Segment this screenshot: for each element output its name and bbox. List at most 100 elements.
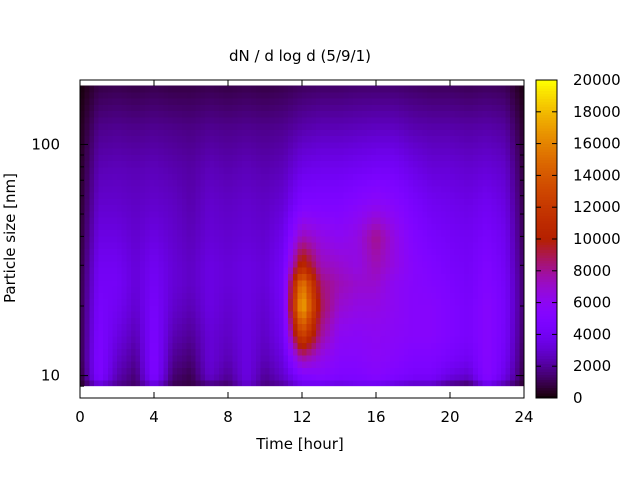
heatmap-cell <box>468 166 474 174</box>
heatmap-cell <box>135 173 141 181</box>
heatmap-cell <box>186 361 192 368</box>
heatmap-cell <box>107 229 113 237</box>
heatmap-cell <box>505 367 511 375</box>
colorbar-segment <box>536 268 557 272</box>
heatmap-cell <box>413 191 419 199</box>
heatmap-cell <box>514 229 520 237</box>
heatmap-cell <box>399 141 405 149</box>
heatmap-cell <box>362 323 368 331</box>
heatmap-cell <box>251 210 257 218</box>
heatmap-cell <box>191 298 197 306</box>
heatmap-cell <box>334 310 340 318</box>
heatmap-cell <box>426 97 433 105</box>
heatmap-cell <box>251 141 257 149</box>
colorbar-segment <box>536 366 557 370</box>
heatmap-cell <box>306 310 312 318</box>
heatmap-cell <box>191 85 197 93</box>
heatmap-cell <box>288 179 294 187</box>
heatmap-cell <box>167 198 174 206</box>
heatmap-cell <box>380 317 386 325</box>
heatmap-cell <box>181 279 187 287</box>
heatmap-cell <box>265 135 271 143</box>
heatmap-cell <box>292 210 298 218</box>
heatmap-cell <box>422 260 428 268</box>
heatmap-cell <box>167 373 174 381</box>
y-tick-label: 10 <box>41 367 60 385</box>
heatmap-cell <box>417 166 423 174</box>
heatmap-cell <box>413 173 419 181</box>
heatmap-cell <box>366 298 372 306</box>
heatmap-cell <box>482 242 488 249</box>
heatmap-cell <box>130 323 137 331</box>
heatmap-cell <box>93 329 100 337</box>
heatmap-cell <box>89 204 95 212</box>
heatmap-cell <box>163 292 169 300</box>
heatmap-cell <box>343 242 349 249</box>
heatmap-cell <box>130 235 137 243</box>
heatmap-cell <box>473 179 479 187</box>
heatmap-cell <box>214 298 220 306</box>
heatmap-cell <box>223 135 229 143</box>
heatmap-cell <box>269 148 275 155</box>
heatmap-cell <box>297 135 303 143</box>
heatmap-cell <box>177 361 183 368</box>
heatmap-cell <box>130 204 137 212</box>
heatmap-cell <box>126 110 132 118</box>
heatmap-cell <box>496 235 502 243</box>
heatmap-cell <box>223 223 229 231</box>
heatmap-cell <box>214 342 220 350</box>
heatmap-cell <box>112 154 118 162</box>
heatmap-cell <box>468 179 474 187</box>
heatmap-cell <box>260 354 266 362</box>
heatmap-cell <box>269 123 275 130</box>
heatmap-cell <box>343 141 349 149</box>
heatmap-cell <box>306 292 312 300</box>
heatmap-cell <box>140 198 146 206</box>
heatmap-cell <box>468 260 474 268</box>
heatmap-cell <box>117 323 123 331</box>
heatmap-cell <box>320 279 326 287</box>
heatmap-cell <box>140 204 146 212</box>
heatmap-cell <box>348 173 354 181</box>
heatmap-cell <box>163 242 169 249</box>
heatmap-cell <box>380 348 386 356</box>
heatmap-cell <box>325 373 331 381</box>
heatmap-cell <box>255 185 261 193</box>
heatmap-cell <box>200 235 206 243</box>
heatmap-cell <box>376 191 382 199</box>
heatmap-cell <box>413 116 419 124</box>
heatmap-cell <box>468 123 474 130</box>
heatmap-cell <box>320 179 326 187</box>
heatmap-cell <box>163 279 169 287</box>
heatmap-cell <box>389 323 396 331</box>
heatmap-cell <box>228 242 234 249</box>
heatmap-cell <box>167 336 174 343</box>
heatmap-cell <box>482 141 488 149</box>
heatmap-cell <box>237 367 243 375</box>
heatmap-cell <box>195 123 201 130</box>
heatmap-cell <box>246 229 252 237</box>
heatmap-cell <box>237 310 243 318</box>
heatmap-cell <box>403 235 409 243</box>
heatmap-cell <box>500 135 507 143</box>
heatmap-cell <box>172 160 178 168</box>
heatmap-cell <box>265 217 271 224</box>
heatmap-cell <box>454 110 460 118</box>
heatmap-cell <box>477 110 483 118</box>
colorbar-segment <box>536 294 557 298</box>
heatmap-cell <box>302 348 308 356</box>
heatmap-cell <box>514 141 520 149</box>
heatmap-cell <box>237 204 243 212</box>
heatmap-cell <box>306 210 312 218</box>
heatmap-cell <box>218 217 224 224</box>
heatmap-cell <box>117 135 123 143</box>
heatmap-cell <box>126 336 132 343</box>
heatmap-cell <box>186 141 192 149</box>
heatmap-cell <box>426 248 433 256</box>
heatmap-cell <box>459 179 465 187</box>
heatmap-cell <box>334 323 340 331</box>
heatmap-cell <box>121 242 127 249</box>
heatmap-cell <box>149 85 155 93</box>
heatmap-cell <box>297 116 303 124</box>
heatmap-cell <box>417 223 423 231</box>
